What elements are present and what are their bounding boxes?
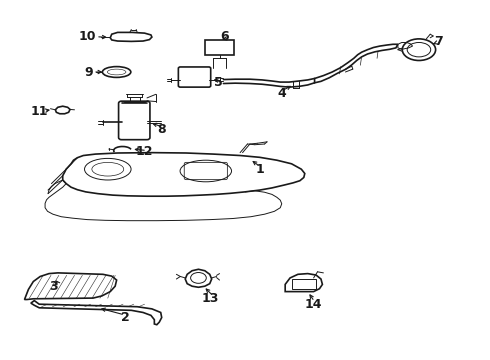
Text: 10: 10 (78, 30, 96, 42)
Text: 1: 1 (255, 163, 264, 176)
Text: 8: 8 (157, 123, 166, 136)
Text: 2: 2 (121, 311, 129, 324)
Bar (292, 279, 316, 289)
Text: 14: 14 (305, 298, 322, 311)
Text: 3: 3 (49, 280, 58, 293)
Text: 4: 4 (277, 87, 286, 100)
Text: 13: 13 (202, 292, 220, 305)
Text: 11: 11 (30, 105, 48, 118)
Text: 9: 9 (85, 66, 94, 78)
Text: 5: 5 (214, 76, 222, 89)
Text: 6: 6 (220, 30, 229, 42)
Bar (205, 40, 234, 55)
Text: 12: 12 (136, 145, 153, 158)
Text: 7: 7 (434, 35, 443, 48)
